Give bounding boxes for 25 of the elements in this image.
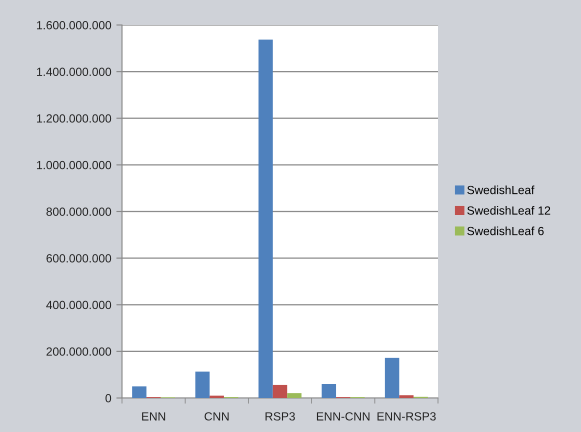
legend-label: SwedishLeaf 6 bbox=[467, 226, 544, 236]
y-tick-label: 1.600.000.000 bbox=[36, 21, 112, 30]
bar bbox=[195, 372, 210, 398]
bar bbox=[132, 386, 146, 398]
bar bbox=[258, 40, 273, 398]
bar bbox=[399, 395, 414, 398]
x-tick-label: ENN-RSP3 bbox=[378, 412, 436, 421]
y-tick-label: 200.000.000 bbox=[46, 347, 112, 356]
y-tick-label: 0 bbox=[105, 394, 112, 402]
y-tick-label: 800.000.000 bbox=[46, 208, 112, 216]
y-tick-label: 600.000.000 bbox=[46, 254, 112, 263]
x-tick-label: RSP3 bbox=[266, 412, 295, 421]
y-tick-label: 1.200.000.000 bbox=[36, 114, 112, 123]
bar bbox=[287, 393, 302, 398]
y-tick-label: 400.000.000 bbox=[46, 300, 112, 310]
legend-label: SwedishLeaf 12 bbox=[467, 206, 550, 215]
x-tick-label: CNN bbox=[204, 412, 229, 421]
bar bbox=[272, 384, 288, 398]
y-tick-label: 1.000.000.000 bbox=[36, 160, 112, 170]
bar bbox=[322, 384, 336, 398]
x-tick-label: ENN bbox=[142, 412, 166, 420]
bar bbox=[384, 358, 400, 398]
legend-label: SwedishLeaf bbox=[467, 186, 534, 194]
y-tick-label: 1.400.000.000 bbox=[36, 68, 112, 76]
x-tick-label: ENN-CNN bbox=[316, 412, 370, 421]
